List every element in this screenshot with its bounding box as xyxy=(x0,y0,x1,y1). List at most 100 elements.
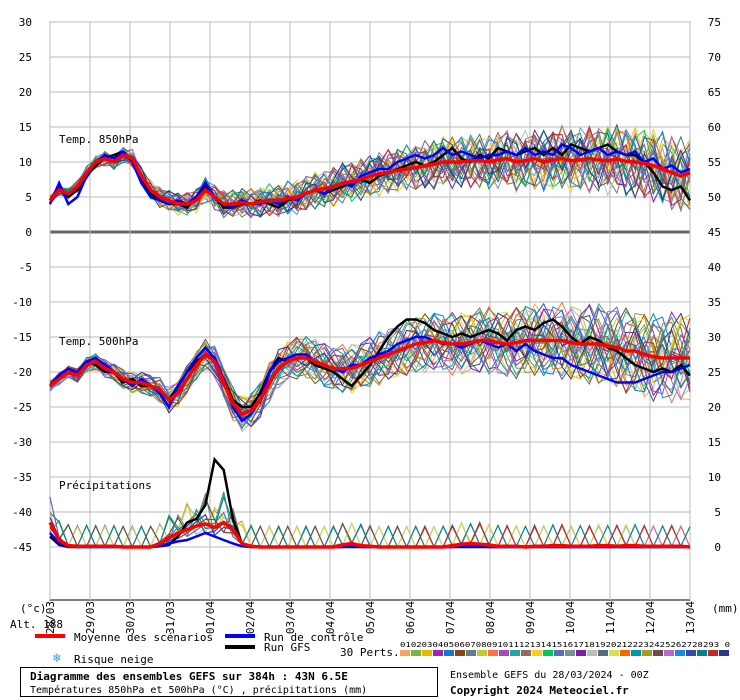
legend-pert-swatch xyxy=(554,650,564,656)
x-tick: 04/04 xyxy=(324,601,337,634)
legend: Moyenne des scénarios Run de contrôleRun … xyxy=(35,631,730,665)
series-moyenne-des-sc-narios-precip xyxy=(48,520,691,549)
y-tick-left: -10 xyxy=(12,296,32,309)
y-tick-left: -30 xyxy=(12,436,32,449)
legend-pert-swatch xyxy=(488,650,498,656)
legend-label-perts: 30 Perts. xyxy=(340,646,400,659)
y-tick-right: 25 xyxy=(708,366,721,379)
footer-subtitle: Températures 850hPa et 500hPa (°C) , pré… xyxy=(30,685,368,696)
left-axis-label: (°c) xyxy=(20,602,47,615)
chart-grid xyxy=(49,21,691,601)
series-moyenne-des-sc-narios-500 xyxy=(48,338,690,417)
y-tick-right: 60 xyxy=(708,121,721,134)
legend-perts-numbers: 0102030405060708091011121314151617181920… xyxy=(400,641,730,649)
x-tick: 28/03 xyxy=(44,601,57,634)
y-tick-left: -5 xyxy=(19,261,32,274)
legend-pert-swatch xyxy=(631,650,641,656)
legend-label-mean: Moyenne des scénarios xyxy=(74,631,213,644)
y-tick-left: -15 xyxy=(12,331,32,344)
perturbation-line-500 xyxy=(49,307,691,421)
y-tick-right: 75 xyxy=(708,16,721,29)
legend-pert-swatch xyxy=(686,650,696,656)
altitude-label: Alt. 188 xyxy=(10,618,63,631)
x-tick: 31/03 xyxy=(164,601,177,634)
perturbation-line-850 xyxy=(49,125,691,218)
legend-pert-swatch xyxy=(477,650,487,656)
legend-pert-swatch xyxy=(576,650,586,656)
legend-pert-swatch xyxy=(422,650,432,656)
y-tick-left: -45 xyxy=(12,541,32,554)
y-tick-right: 50 xyxy=(708,191,721,204)
legend-pert-swatch xyxy=(499,650,509,656)
y-tick-left: 20 xyxy=(19,86,32,99)
legend-pert-swatch xyxy=(433,650,443,656)
legend-pert-swatch xyxy=(653,650,663,656)
y-tick-right: 40 xyxy=(708,261,721,274)
legend-pert-swatch xyxy=(532,650,542,656)
series-moyenne-des-sc-narios-850 xyxy=(48,153,691,206)
legend-pert-swatch xyxy=(697,650,707,656)
footer-title: Diagramme des ensembles GEFS sur 384h : … xyxy=(30,670,348,683)
y-tick-right: 55 xyxy=(708,156,721,169)
x-tick: 30/03 xyxy=(124,601,137,634)
series-run-de-contr-le-500 xyxy=(49,335,691,423)
main-series-lines xyxy=(48,143,692,549)
x-tick: 29/03 xyxy=(84,601,97,634)
legend-pert-swatch xyxy=(587,650,597,656)
x-tick: 12/04 xyxy=(644,601,657,634)
legend-label-control: Run de contrôle xyxy=(264,631,363,644)
legend-pert-swatch xyxy=(620,650,630,656)
y-tick-left: 25 xyxy=(19,51,32,64)
x-tick: 01/04 xyxy=(204,601,217,634)
y-tick-left: -20 xyxy=(12,366,32,379)
copyright: Copyright 2024 Meteociel.fr xyxy=(450,684,629,697)
y-tick-right: 5 xyxy=(714,506,721,519)
y-tick-left: 0 xyxy=(25,226,32,239)
legend-swatch-control xyxy=(225,634,255,638)
y-tick-right: 10 xyxy=(708,471,721,484)
x-tick: 03/04 xyxy=(284,601,297,634)
right-axis-label: (mm) xyxy=(712,602,739,615)
panel-label: Précipitations xyxy=(59,479,152,492)
y-tick-right: 30 xyxy=(708,331,721,344)
y-tick-right: 70 xyxy=(708,51,721,64)
run-info: Ensemble GEFS du 28/03/2024 - 00Z xyxy=(450,670,649,681)
y-tick-left: 30 xyxy=(19,16,32,29)
panel-label: Temp. 850hPa xyxy=(59,133,138,146)
legend-pert-swatch xyxy=(455,650,465,656)
y-tick-left: 15 xyxy=(19,121,32,134)
y-tick-right: 65 xyxy=(708,86,721,99)
x-tick: 07/04 xyxy=(444,601,457,634)
y-tick-right: 20 xyxy=(708,401,721,414)
x-tick: 06/04 xyxy=(404,601,417,634)
x-tick: 09/04 xyxy=(524,601,537,634)
legend-pert-swatch xyxy=(543,650,553,656)
y-tick-left: -40 xyxy=(12,506,32,519)
legend-pert-swatch xyxy=(598,650,608,656)
x-tick: 13/04 xyxy=(684,601,697,634)
legend-label-gfs: Run GFS xyxy=(264,641,310,654)
perturbation-line-500 xyxy=(49,304,691,428)
y-tick-right: 35 xyxy=(708,296,721,309)
legend-swatch-mean xyxy=(35,634,65,638)
x-tick: 10/04 xyxy=(564,601,577,634)
y-tick-left: 5 xyxy=(25,191,32,204)
x-tick: 11/04 xyxy=(604,601,617,634)
legend-pert-swatch xyxy=(708,650,718,656)
legend-pert-swatch xyxy=(444,650,454,656)
y-tick-right: 45 xyxy=(708,226,721,239)
legend-pert-swatch xyxy=(719,650,729,656)
y-tick-right: 15 xyxy=(708,436,721,449)
x-tick: 02/04 xyxy=(244,601,257,634)
perturbation-line-500 xyxy=(49,305,691,418)
legend-pert-swatch xyxy=(400,650,410,656)
y-tick-left: -25 xyxy=(12,401,32,414)
legend-label-snow: Risque neige xyxy=(74,653,153,665)
series-run-de-contr-le-850 xyxy=(48,143,691,209)
x-tick: 08/04 xyxy=(484,601,497,634)
panel-label: Temp. 500hPa xyxy=(59,335,138,348)
legend-pert-swatch xyxy=(642,650,652,656)
legend-pert-swatch xyxy=(675,650,685,656)
y-tick-left: 10 xyxy=(19,156,32,169)
